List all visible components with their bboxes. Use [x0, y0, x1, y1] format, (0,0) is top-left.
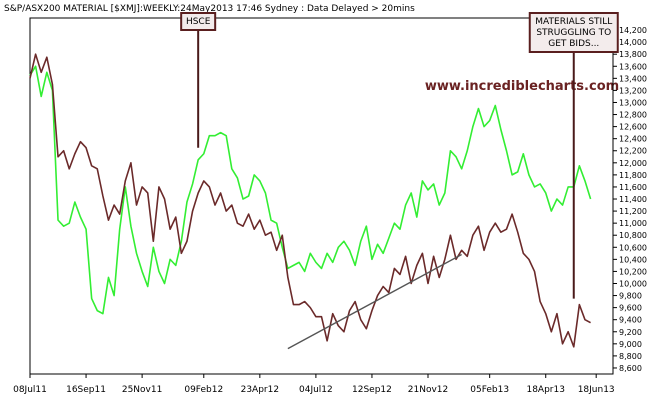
y-axis: 8,600 8,800 9,000 9,200 9,400 9,600 9,800 10,00…	[613, 26, 647, 373]
x-tick-label: 18Apr13	[526, 385, 564, 395]
x-tick-label: 25Nov11	[122, 385, 162, 395]
y-tick-label: 10,800	[619, 231, 647, 240]
y-tick-label: 10,400	[619, 255, 647, 264]
y-tick-label: 12,000	[619, 159, 647, 168]
y-tick-label: 9,800	[619, 292, 642, 301]
annotation-text: STRUGGLING TO	[536, 28, 611, 38]
y-tick-label: 13,600	[619, 62, 647, 71]
y-tick-label: 9,200	[619, 328, 642, 337]
x-tick-label: 12Sep12	[352, 385, 392, 395]
annotation-box	[180, 12, 217, 31]
y-tick-label: 12,200	[619, 147, 647, 156]
y-tick-label: 11,600	[619, 183, 647, 192]
x-tick-label: 05Feb13	[470, 385, 509, 395]
y-tick-label: 12,800	[619, 111, 647, 120]
y-tick-label: 10,200	[619, 267, 647, 276]
y-tick-label: 11,400	[619, 195, 647, 204]
y-tick-label: 11,200	[619, 207, 647, 216]
y-tick-label: 13,800	[619, 50, 647, 59]
series-layer	[29, 53, 592, 350]
y-tick-label: 9,400	[619, 316, 642, 325]
y-tick-label: 9,600	[619, 304, 642, 313]
watermark: www.incrediblecharts.com	[425, 79, 619, 94]
y-tick-label: 14,200	[619, 26, 647, 35]
x-tick-label: 18Jun13	[578, 385, 615, 395]
trendline	[287, 253, 462, 350]
x-tick-label: 16Sep11	[66, 385, 106, 395]
annotation-text: MATERIALS STILL	[535, 17, 612, 27]
annotation-box	[528, 12, 619, 53]
x-tick-label: 21Nov12	[408, 385, 448, 395]
y-tick-label: 10,000	[619, 279, 647, 288]
annotation-text: GET BIDS...	[548, 39, 599, 49]
chart-header: S&P/ASX200 MATERIAL [$XMJ]:WEEKLY:24May2…	[4, 4, 415, 14]
primary-series-line	[29, 53, 591, 348]
y-tick-label: 11,800	[619, 171, 647, 180]
annotation-text: HSCE	[186, 17, 211, 27]
y-tick-label: 12,400	[619, 135, 647, 144]
y-tick-label: 13,400	[619, 74, 647, 83]
y-tick-label: 11,000	[619, 219, 647, 228]
y-tick-label: 13,200	[619, 86, 647, 95]
x-axis: 08Jul11 16Sep11 25Nov11 09Feb12 23Apr12 04Jul…	[13, 374, 615, 395]
y-tick-label: 8,600	[619, 364, 642, 373]
x-tick-label: 04Jul12	[299, 385, 333, 395]
comparison-series-line	[29, 65, 592, 315]
x-tick-label: 23Apr12	[241, 385, 279, 395]
y-tick-label: 12,600	[619, 123, 647, 132]
plot-frame	[29, 17, 614, 375]
x-tick-label: 08Jul11	[13, 385, 47, 395]
y-tick-label: 9,000	[619, 340, 642, 349]
y-tick-label: 13,000	[619, 98, 647, 107]
x-tick-label: 09Feb12	[184, 385, 223, 395]
y-tick-label: 8,800	[619, 352, 642, 361]
y-tick-label: 14,000	[619, 38, 647, 47]
y-tick-label: 10,600	[619, 243, 647, 252]
